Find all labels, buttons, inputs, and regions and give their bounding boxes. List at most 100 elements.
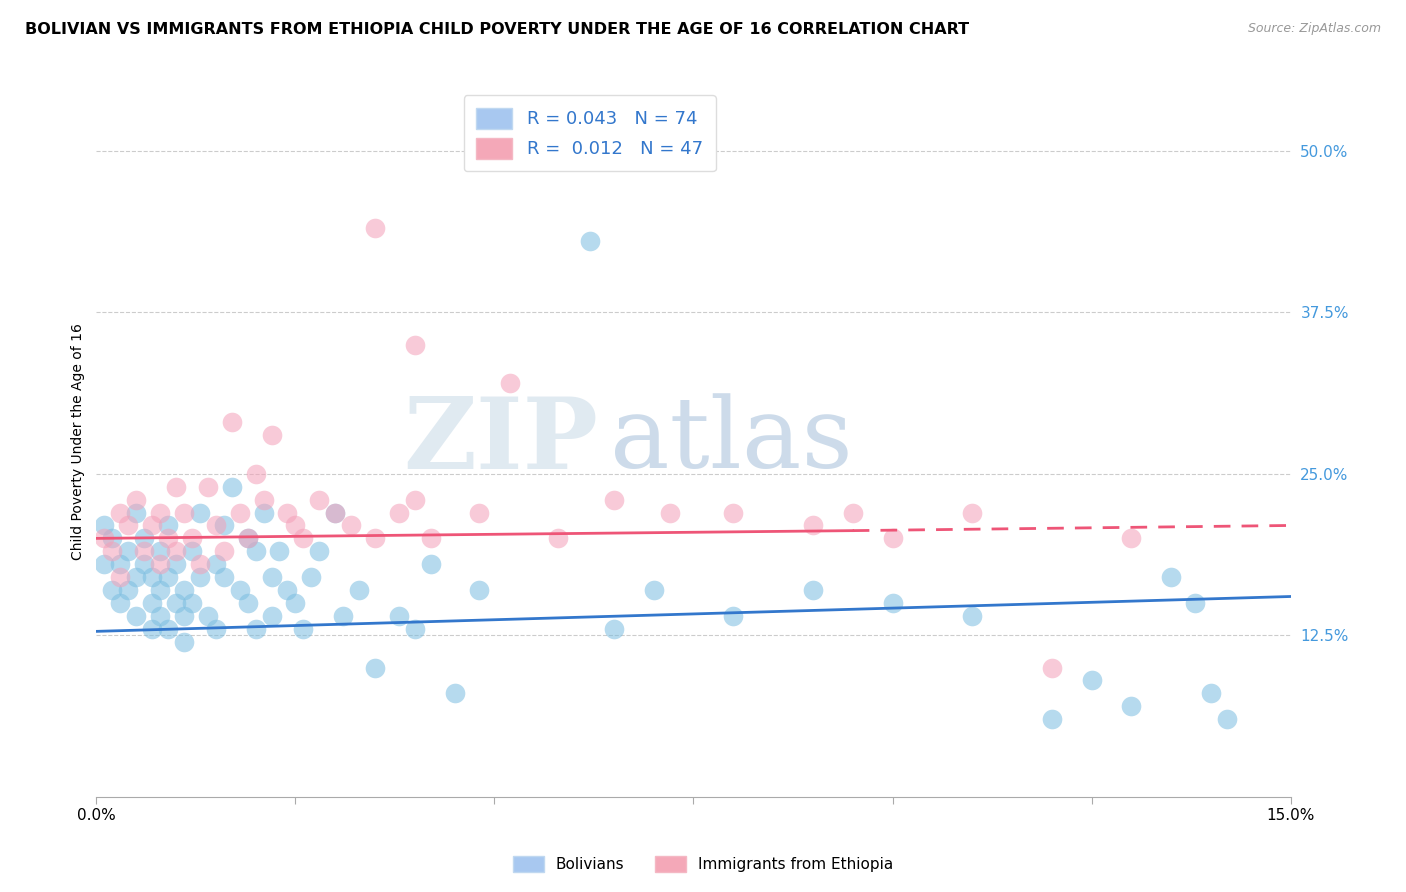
Point <box>188 570 211 584</box>
Point <box>188 558 211 572</box>
Point <box>236 596 259 610</box>
Point <box>110 570 132 584</box>
Point <box>841 506 863 520</box>
Point <box>723 608 745 623</box>
Point <box>173 506 195 520</box>
Point <box>419 558 441 572</box>
Point <box>284 518 307 533</box>
Point <box>141 570 163 584</box>
Point <box>276 582 298 597</box>
Point <box>1160 570 1182 584</box>
Point <box>260 428 283 442</box>
Point <box>419 532 441 546</box>
Point <box>228 506 250 520</box>
Point <box>1216 712 1239 726</box>
Point <box>212 518 235 533</box>
Point <box>252 492 274 507</box>
Point <box>110 506 132 520</box>
Point <box>125 570 148 584</box>
Point <box>467 582 489 597</box>
Point <box>260 608 283 623</box>
Point <box>292 532 315 546</box>
Point <box>499 376 522 391</box>
Point <box>364 532 387 546</box>
Point <box>643 582 665 597</box>
Point <box>467 506 489 520</box>
Point <box>165 480 187 494</box>
Point <box>173 582 195 597</box>
Point <box>173 608 195 623</box>
Point <box>245 622 267 636</box>
Point <box>388 506 411 520</box>
Point <box>149 608 172 623</box>
Point <box>93 532 115 546</box>
Point <box>156 622 179 636</box>
Point <box>236 532 259 546</box>
Point <box>323 506 346 520</box>
Point <box>245 544 267 558</box>
Point <box>1199 686 1222 700</box>
Point <box>1080 673 1102 688</box>
Point <box>197 608 219 623</box>
Point <box>141 518 163 533</box>
Point <box>960 608 983 623</box>
Point <box>117 518 139 533</box>
Point <box>364 221 387 235</box>
Point <box>134 532 156 546</box>
Point <box>323 506 346 520</box>
Point <box>204 558 226 572</box>
Text: atlas: atlas <box>610 393 852 490</box>
Point <box>180 596 202 610</box>
Point <box>252 506 274 520</box>
Y-axis label: Child Poverty Under the Age of 16: Child Poverty Under the Age of 16 <box>72 323 86 560</box>
Point <box>156 518 179 533</box>
Point <box>308 544 330 558</box>
Point <box>260 570 283 584</box>
Point <box>156 570 179 584</box>
Point <box>340 518 363 533</box>
Point <box>1040 712 1063 726</box>
Point <box>547 532 569 546</box>
Point <box>149 582 172 597</box>
Point <box>165 544 187 558</box>
Point <box>1184 596 1206 610</box>
Point <box>141 622 163 636</box>
Point <box>204 518 226 533</box>
Point <box>101 582 124 597</box>
Point <box>1121 699 1143 714</box>
Point <box>443 686 465 700</box>
Point <box>173 634 195 648</box>
Point <box>141 596 163 610</box>
Point <box>204 622 226 636</box>
Point <box>134 558 156 572</box>
Point <box>1121 532 1143 546</box>
Text: Source: ZipAtlas.com: Source: ZipAtlas.com <box>1247 22 1381 36</box>
Point <box>299 570 322 584</box>
Point <box>1040 660 1063 674</box>
Point <box>93 558 115 572</box>
Point <box>221 415 243 429</box>
Point <box>292 622 315 636</box>
Point <box>404 337 426 351</box>
Point <box>960 506 983 520</box>
Point <box>117 582 139 597</box>
Point <box>404 622 426 636</box>
Point <box>197 480 219 494</box>
Point <box>125 506 148 520</box>
Legend: Bolivians, Immigrants from Ethiopia: Bolivians, Immigrants from Ethiopia <box>505 848 901 880</box>
Point <box>149 506 172 520</box>
Point <box>117 544 139 558</box>
Point <box>269 544 291 558</box>
Point <box>180 544 202 558</box>
Legend: R = 0.043   N = 74, R =  0.012   N = 47: R = 0.043 N = 74, R = 0.012 N = 47 <box>464 95 716 171</box>
Point <box>180 532 202 546</box>
Point <box>228 582 250 597</box>
Point <box>110 558 132 572</box>
Point <box>332 608 354 623</box>
Point <box>134 544 156 558</box>
Point <box>603 622 626 636</box>
Point <box>93 518 115 533</box>
Point <box>801 518 824 533</box>
Point <box>188 506 211 520</box>
Point <box>347 582 370 597</box>
